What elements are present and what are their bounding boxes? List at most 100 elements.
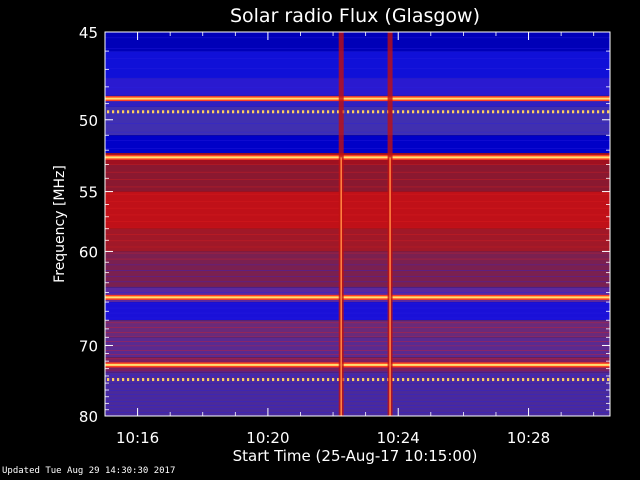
- hot-dot: [187, 110, 190, 114]
- chart-title: Solar radio Flux (Glasgow): [230, 5, 480, 27]
- hot-dot: [377, 110, 380, 114]
- hot-dot: [212, 378, 215, 382]
- hot-dot: [352, 110, 355, 114]
- hot-dot: [157, 110, 160, 114]
- plot-area: [105, 32, 610, 416]
- hot-dot: [597, 110, 600, 114]
- hot-dot: [462, 378, 465, 382]
- hot-dot: [112, 378, 115, 382]
- hot-dot: [402, 378, 405, 382]
- hot-dot: [302, 378, 305, 382]
- hot-dot: [277, 110, 280, 114]
- hot-dot: [162, 378, 165, 382]
- hot-dot: [257, 110, 260, 114]
- hot-dot: [497, 110, 500, 114]
- hot-dot: [587, 378, 590, 382]
- hot-dot: [137, 110, 140, 114]
- x-tick-label: 10:20: [246, 429, 289, 447]
- hot-dot: [567, 378, 570, 382]
- hot-dot: [252, 110, 255, 114]
- hot-dot: [247, 378, 250, 382]
- hot-dot: [557, 378, 560, 382]
- hot-dot: [187, 378, 190, 382]
- hot-dot: [507, 378, 510, 382]
- hot-dot: [167, 110, 170, 114]
- hot-dot: [367, 110, 370, 114]
- hot-dot: [547, 110, 550, 114]
- hot-dot: [522, 110, 525, 114]
- hot-dot: [307, 378, 310, 382]
- hot-dot: [317, 378, 320, 382]
- hot-dot: [287, 110, 290, 114]
- hot-dot: [592, 378, 595, 382]
- spectrum-band: [105, 251, 610, 288]
- hot-dot: [272, 110, 275, 114]
- hot-dot: [287, 378, 290, 382]
- hot-dot: [347, 378, 350, 382]
- hot-dot: [572, 110, 575, 114]
- hot-dot: [322, 378, 325, 382]
- hot-dot: [182, 110, 185, 114]
- hot-dot: [467, 110, 470, 114]
- hot-dot: [477, 110, 480, 114]
- hot-dot: [262, 378, 265, 382]
- y-axis-label: Frequency [MHz]: [52, 165, 68, 283]
- hot-dot: [602, 110, 605, 114]
- hot-dot: [497, 378, 500, 382]
- hot-dot: [552, 110, 555, 114]
- hot-dot: [462, 110, 465, 114]
- hot-dot: [267, 110, 270, 114]
- hot-dot: [142, 110, 145, 114]
- hot-dot: [137, 378, 140, 382]
- hot-dot: [392, 378, 395, 382]
- hot-dot: [602, 378, 605, 382]
- hot-dot: [517, 378, 520, 382]
- spectrum-band: [105, 51, 610, 79]
- hot-dot: [182, 378, 185, 382]
- hot-dot: [477, 378, 480, 382]
- hot-dot: [127, 110, 130, 114]
- hot-dot: [352, 378, 355, 382]
- hot-dot: [427, 378, 430, 382]
- hot-dot: [457, 110, 460, 114]
- hot-dot: [417, 378, 420, 382]
- hot-dot: [382, 110, 385, 114]
- hot-dot: [282, 378, 285, 382]
- hot-dot: [442, 378, 445, 382]
- hot-dot: [607, 110, 610, 114]
- hot-dot: [202, 110, 205, 114]
- hot-dot: [217, 378, 220, 382]
- hot-dot: [122, 110, 125, 114]
- hot-dot: [377, 378, 380, 382]
- hot-dot: [512, 110, 515, 114]
- hot-dot: [132, 110, 135, 114]
- y-tick-label: 60: [79, 243, 98, 261]
- hot-dot: [537, 110, 540, 114]
- hot-dot: [307, 110, 310, 114]
- hot-dot: [567, 110, 570, 114]
- updated-timestamp: Updated Tue Aug 29 14:30:30 2017: [2, 466, 176, 476]
- hot-dot: [317, 110, 320, 114]
- hot-dot: [397, 378, 400, 382]
- hot-dot: [552, 378, 555, 382]
- x-tick-label: 10:24: [377, 429, 420, 447]
- hot-dot: [382, 378, 385, 382]
- hot-dot: [252, 378, 255, 382]
- hot-dot: [202, 378, 205, 382]
- hot-dot: [482, 110, 485, 114]
- hot-dot: [447, 110, 450, 114]
- hot-dot: [207, 378, 210, 382]
- hot-dot: [107, 378, 110, 382]
- hot-dot: [437, 378, 440, 382]
- hot-dot: [177, 378, 180, 382]
- hot-dot: [262, 110, 265, 114]
- hot-dot: [407, 110, 410, 114]
- y-tick-label: 70: [79, 337, 98, 355]
- hot-dot: [302, 110, 305, 114]
- y-tick-label: 45: [79, 24, 98, 42]
- hot-dot: [577, 110, 580, 114]
- hot-dot: [542, 378, 545, 382]
- spectrum-band: [105, 372, 610, 384]
- spectrum-band: [105, 228, 610, 252]
- hot-dot: [142, 378, 145, 382]
